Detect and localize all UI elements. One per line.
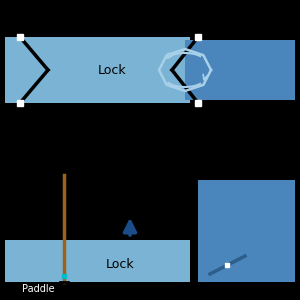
- Bar: [5, 240, 190, 282]
- Text: Lock: Lock: [98, 64, 126, 76]
- Bar: [5, 37, 190, 103]
- Bar: [185, 40, 295, 100]
- Bar: [198, 180, 295, 282]
- Text: Paddle: Paddle: [22, 284, 54, 294]
- Text: Lock: Lock: [106, 257, 134, 271]
